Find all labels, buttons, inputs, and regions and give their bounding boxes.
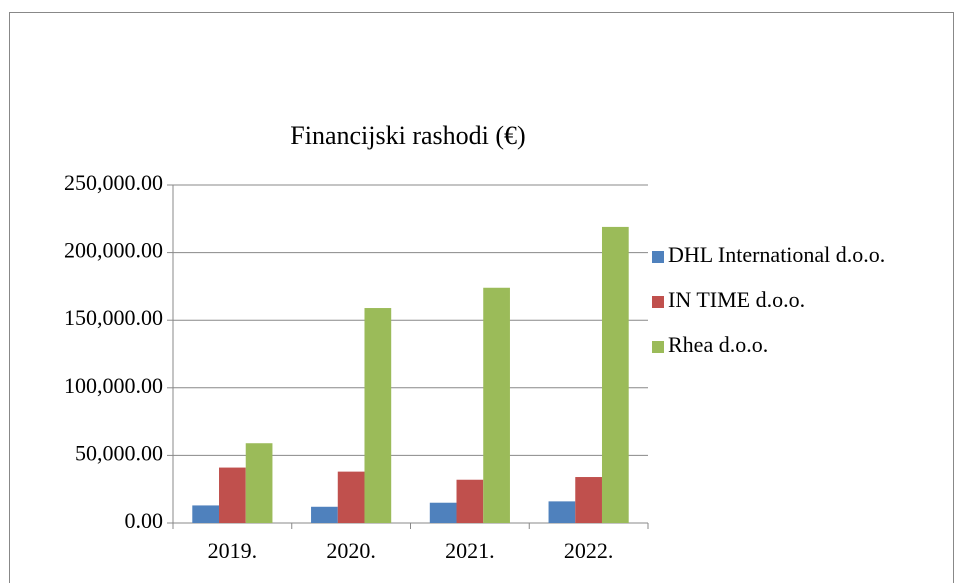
bar: [456, 479, 484, 523]
bar: [337, 471, 365, 523]
bar: [219, 467, 246, 523]
legend-swatch: [652, 341, 664, 353]
bar: [192, 505, 220, 523]
y-tick-label: 200,000.00: [64, 238, 163, 263]
bar: [548, 501, 576, 523]
y-tick-label: 150,000.00: [64, 305, 163, 330]
legend-swatch: [652, 296, 664, 308]
legend-label: Rhea d.o.o.: [668, 332, 768, 357]
x-tick-label: 2022.: [564, 538, 614, 563]
bar: [429, 502, 457, 523]
x-tick-label: 2020.: [326, 538, 376, 563]
y-tick-label: 0.00: [125, 508, 164, 533]
y-tick-label: 100,000.00: [64, 373, 163, 398]
x-tick-label: 2021.: [445, 538, 495, 563]
bar: [601, 226, 629, 524]
legend-label: IN TIME d.o.o.: [668, 287, 805, 312]
bar: [245, 443, 273, 523]
x-tick-label: 2019.: [208, 538, 258, 563]
legend-label: DHL International d.o.o.: [668, 242, 885, 267]
bar: [483, 287, 510, 523]
y-tick-label: 50,000.00: [75, 440, 163, 465]
bar: [364, 308, 392, 523]
bar: [575, 477, 602, 523]
chart-title: Financijski rashodi (€): [290, 121, 525, 150]
y-tick-label: 250,000.00: [64, 170, 163, 195]
legend-swatch: [652, 251, 664, 263]
bar: [311, 506, 338, 523]
